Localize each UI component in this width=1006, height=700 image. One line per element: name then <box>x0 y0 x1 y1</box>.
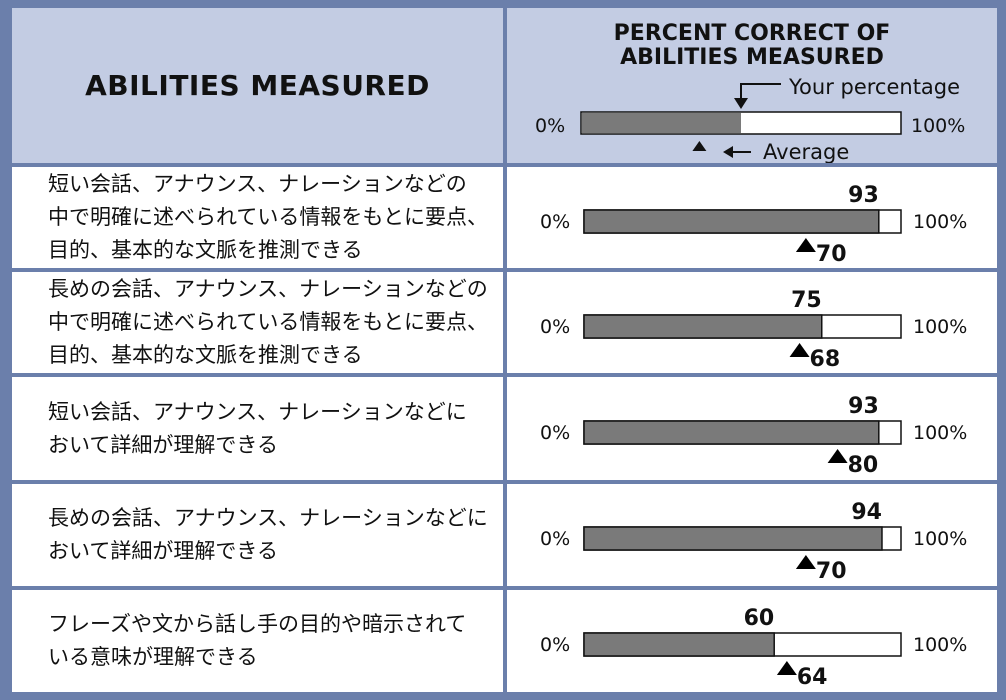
ability-2-line-1: 長めの会話、アナウンス、ナレーションなどの <box>48 277 488 301</box>
axis-min-label: 0% <box>540 422 570 444</box>
your-percentage-value: 94 <box>851 500 882 525</box>
percent-header-line2: ABILITIES MEASURED <box>620 45 884 70</box>
ability-2-line-3: 目的、基本的な文脈を推測できる <box>48 343 363 367</box>
axis-max-label: 100% <box>913 528 967 550</box>
ability-cell-5: フレーズや文から話し手の目的や暗示されて いる意味が理解できる <box>12 590 503 692</box>
your-percentage-value: 93 <box>848 183 879 208</box>
ability-cell-2: 長めの会話、アナウンス、ナレーションなどの 中で明確に述べられている情報をもとに要… <box>12 272 503 373</box>
ability-text-1: 短い会話、アナウンス、ナレーションなどの 中で明確に述べられている情報をもとに要点… <box>48 167 493 268</box>
average-marker <box>795 555 816 569</box>
axis-min-label: 0% <box>540 634 570 656</box>
average-marker <box>827 449 848 463</box>
axis-min-label: 0% <box>540 316 570 338</box>
score-bar-3: 0% 100% 93 80 <box>540 394 967 478</box>
average-value: 70 <box>816 559 847 584</box>
axis-min-label: 0% <box>540 211 570 233</box>
percent-header-cell: PERCENT CORRECT OF ABILITIES MEASURED 0%… <box>507 8 997 163</box>
abilities-header-cell: ABILITIES MEASURED <box>12 8 503 163</box>
average-marker <box>776 661 797 675</box>
ability-1-line-1: 短い会話、アナウンス、ナレーションなどの <box>48 172 467 196</box>
your-percentage-bar <box>583 526 883 551</box>
legend-bar-fill <box>582 113 741 133</box>
percent-header-line1: PERCENT CORRECT OF <box>613 21 891 46</box>
abilities-header-title: ABILITIES MEASURED <box>85 69 430 102</box>
your-percentage-arrowhead <box>734 98 748 109</box>
score-bar-1: 0% 100% 93 70 <box>540 183 967 267</box>
legend-key: 0% 100% Your percentage Average <box>535 75 965 163</box>
chart-cell-5: 0% 100% 60 64 <box>507 590 997 692</box>
ability-4-line-1: 長めの会話、アナウンス、ナレーションなどに <box>48 506 488 530</box>
chart-cell-4: 0% 100% 94 70 <box>507 484 997 586</box>
ability-text-3: 短い会話、アナウンス、ナレーションなどに おいて詳細が理解できる <box>48 377 493 480</box>
axis-max-label: 100% <box>913 316 967 338</box>
ability-3-line-1: 短い会話、アナウンス、ナレーションなどに <box>48 399 467 424</box>
average-marker <box>789 343 810 357</box>
ability-text-5: フレーズや文から話し手の目的や暗示されて いる意味が理解できる <box>48 590 493 692</box>
legend-min-label: 0% <box>535 115 565 137</box>
score-bar-5: 0% 100% 60 64 <box>540 606 967 690</box>
chart-cell-1: 0% 100% 93 70 <box>507 167 997 268</box>
average-label: Average <box>763 140 849 163</box>
axis-max-label: 100% <box>913 422 967 444</box>
your-percentage-value: 93 <box>848 394 879 419</box>
your-percentage-bar <box>583 420 880 445</box>
ability-5-line-1: フレーズや文から話し手の目的や暗示されて <box>48 612 467 636</box>
average-value: 80 <box>848 453 879 478</box>
chart-cell-3: 0% 100% 93 80 <box>507 377 997 480</box>
axis-max-label: 100% <box>913 211 967 233</box>
your-percentage-bar <box>583 632 775 657</box>
your-percentage-bar <box>583 209 880 234</box>
axis-min-label: 0% <box>540 528 570 550</box>
ability-cell-3: 短い会話、アナウンス、ナレーションなどに おいて詳細が理解できる <box>12 377 503 480</box>
chart-cell-2: 0% 100% 75 68 <box>507 272 997 373</box>
ability-4-line-2: おいて詳細が理解できる <box>48 539 278 563</box>
ability-cell-1: 短い会話、アナウンス、ナレーションなどの 中で明確に述べられている情報をもとに要点… <box>12 167 503 268</box>
ability-text-4: 長めの会話、アナウンス、ナレーションなどに おいて詳細が理解できる <box>48 484 493 586</box>
average-marker <box>795 238 816 252</box>
average-value: 64 <box>797 665 828 690</box>
average-arrowhead <box>723 146 733 158</box>
legend-max-label: 100% <box>911 115 965 137</box>
score-bar-4: 0% 100% 94 70 <box>540 500 967 584</box>
your-percentage-bar <box>583 314 823 339</box>
axis-max-label: 100% <box>913 634 967 656</box>
your-percentage-label: Your percentage <box>788 75 960 99</box>
your-percentage-value: 75 <box>791 288 822 313</box>
percent-header-title: PERCENT CORRECT OF ABILITIES MEASURED <box>507 22 997 70</box>
score-bar-2: 0% 100% 75 68 <box>540 288 967 372</box>
ability-text-2: 長めの会話、アナウンス、ナレーションなどの 中で明確に述べられている情報をもとに要… <box>48 272 493 373</box>
average-marker <box>692 141 707 151</box>
your-percentage-value: 60 <box>744 606 775 631</box>
ability-2-line-2: 中で明確に述べられている情報をもとに要点、 <box>48 310 488 334</box>
your-percentage-arrow <box>740 83 781 100</box>
ability-1-line-2: 中で明確に述べられている情報をもとに要点、 <box>48 205 488 229</box>
ability-cell-4: 長めの会話、アナウンス、ナレーションなどに おいて詳細が理解できる <box>12 484 503 586</box>
average-value: 70 <box>816 242 847 267</box>
ability-5-line-2: いる意味が理解できる <box>48 645 258 669</box>
ability-1-line-3: 目的、基本的な文脈を推測できる <box>48 238 363 262</box>
ability-3-line-2: おいて詳細が理解できる <box>48 432 278 457</box>
average-value: 68 <box>810 347 841 372</box>
